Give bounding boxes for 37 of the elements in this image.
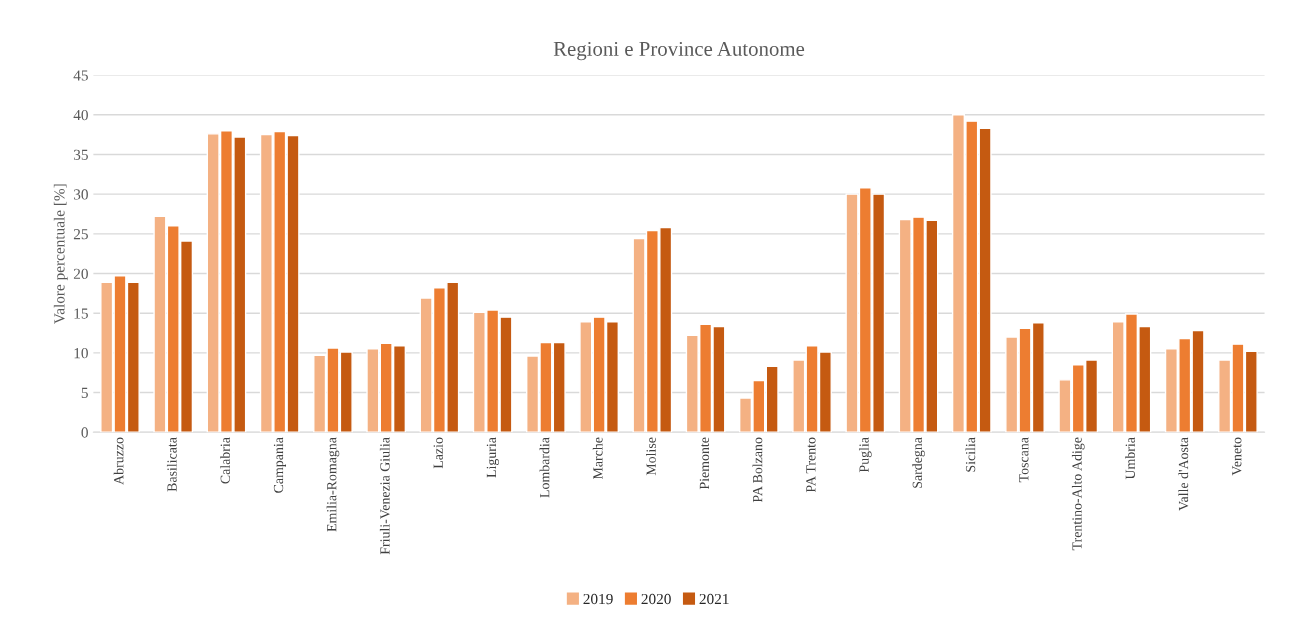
- x-tick-label: Puglia: [858, 437, 872, 473]
- y-tick-label: 30: [73, 189, 88, 200]
- x-tick-label: Toscana: [1019, 437, 1029, 483]
- y-tick-label: 35: [73, 149, 88, 160]
- x-tick-label: Sicilia: [965, 437, 976, 472]
- y-tick-label: 25: [73, 229, 88, 240]
- y-tick-label: 15: [74, 308, 88, 319]
- x-tick-label: Sardegna: [912, 437, 925, 488]
- x-tick-label: Calabria: [220, 437, 230, 484]
- x-tick-label: Lombardia: [539, 437, 550, 498]
- legend-label: 2020: [641, 593, 671, 605]
- x-tick-label: Basilicata: [166, 437, 177, 492]
- x-tick-label: Abruzzo: [113, 437, 124, 485]
- x-tick-label: PA Bolzano: [752, 437, 763, 503]
- legend-label: 2019: [583, 593, 613, 605]
- x-tick-label: Veneto: [1232, 437, 1242, 476]
- x-tick-label: Emilia-Romagna: [326, 437, 340, 532]
- chart-title: Regioni e Province Autonome: [553, 41, 805, 61]
- y-tick-label: 10: [74, 348, 88, 359]
- x-tick-label: Molise: [646, 437, 656, 476]
- x-tick-label: Piemonte: [699, 437, 710, 490]
- x-tick-label: Friuli-Venezia Giulia: [379, 437, 390, 555]
- x-tick-label: Marche: [592, 437, 603, 480]
- x-tick-label: Valle d'Aosta: [1178, 437, 1189, 511]
- y-tick-label: 40: [73, 109, 88, 121]
- y-axis-title: Valore percentuale [%]: [53, 184, 68, 324]
- x-tick-label: Lazio: [433, 437, 443, 469]
- y-tick-label: 5: [81, 387, 88, 398]
- y-tick-label: 20: [73, 268, 88, 279]
- legend-label: 2021: [699, 593, 729, 605]
- x-tick-label: Umbria: [1125, 437, 1135, 480]
- y-tick-label: 0: [81, 427, 88, 438]
- x-tick-label: PA Trento: [806, 437, 816, 493]
- x-tick-label: Liguria: [486, 437, 499, 478]
- x-tick-label: Trentino-Alto Adige: [1071, 437, 1085, 551]
- x-tick-label: Campania: [273, 437, 287, 493]
- y-tick-label: 45: [73, 70, 88, 81]
